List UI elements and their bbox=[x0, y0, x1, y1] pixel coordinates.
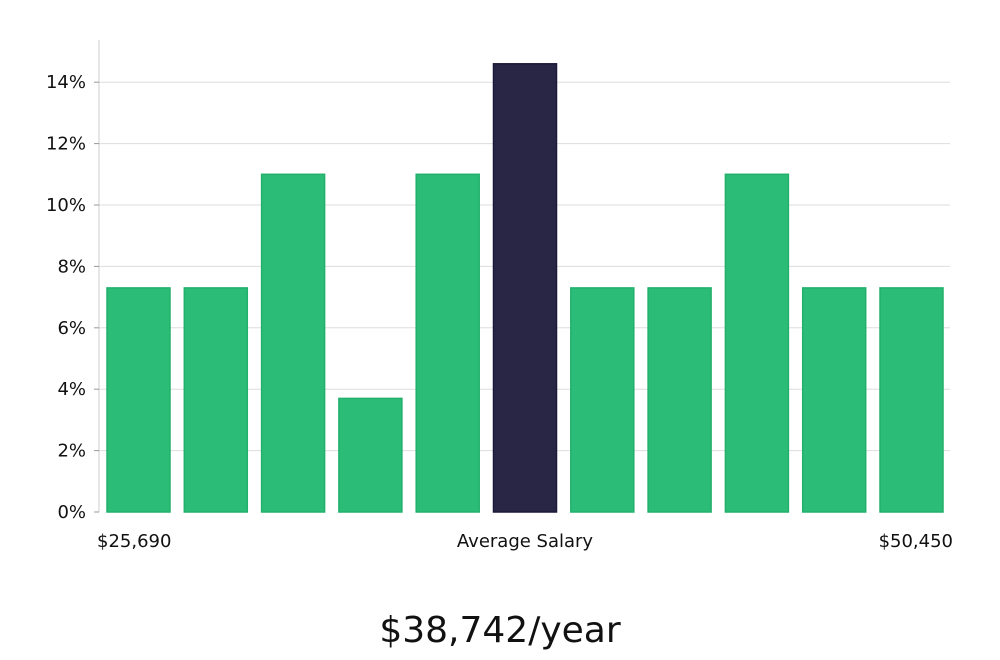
bar bbox=[801, 287, 867, 513]
bar bbox=[570, 287, 635, 513]
x-max-label: $50,450 bbox=[879, 531, 953, 552]
y-tick-label: 8% bbox=[57, 256, 86, 277]
bars bbox=[106, 63, 944, 513]
y-tick-label: 6% bbox=[57, 318, 86, 339]
y-tick-label: 2% bbox=[57, 441, 86, 462]
bar bbox=[724, 173, 790, 513]
bar-highlight bbox=[492, 63, 558, 513]
y-tick-label: 14% bbox=[46, 72, 86, 93]
x-min-label: $25,690 bbox=[97, 531, 171, 552]
bar bbox=[183, 287, 249, 513]
y-axis-ticks: 0% 2% 4% 6% 8% 10% 12% 14% bbox=[46, 72, 99, 523]
average-salary-value: $38,742/year bbox=[379, 610, 621, 651]
y-tick-label: 10% bbox=[46, 195, 86, 216]
salary-histogram: 0% 2% 4% 6% 8% 10% 12% 14% $25,690 Average Sala… bbox=[46, 40, 953, 552]
bar bbox=[338, 397, 403, 513]
bar bbox=[415, 173, 480, 513]
bar bbox=[647, 287, 712, 513]
bar bbox=[879, 287, 944, 513]
x-axis-title: Average Salary bbox=[457, 531, 594, 552]
y-tick-label: 12% bbox=[46, 134, 86, 155]
y-tick-label: 4% bbox=[57, 379, 86, 400]
bar bbox=[260, 173, 326, 513]
bar bbox=[106, 287, 171, 513]
y-tick-label: 0% bbox=[57, 502, 86, 523]
